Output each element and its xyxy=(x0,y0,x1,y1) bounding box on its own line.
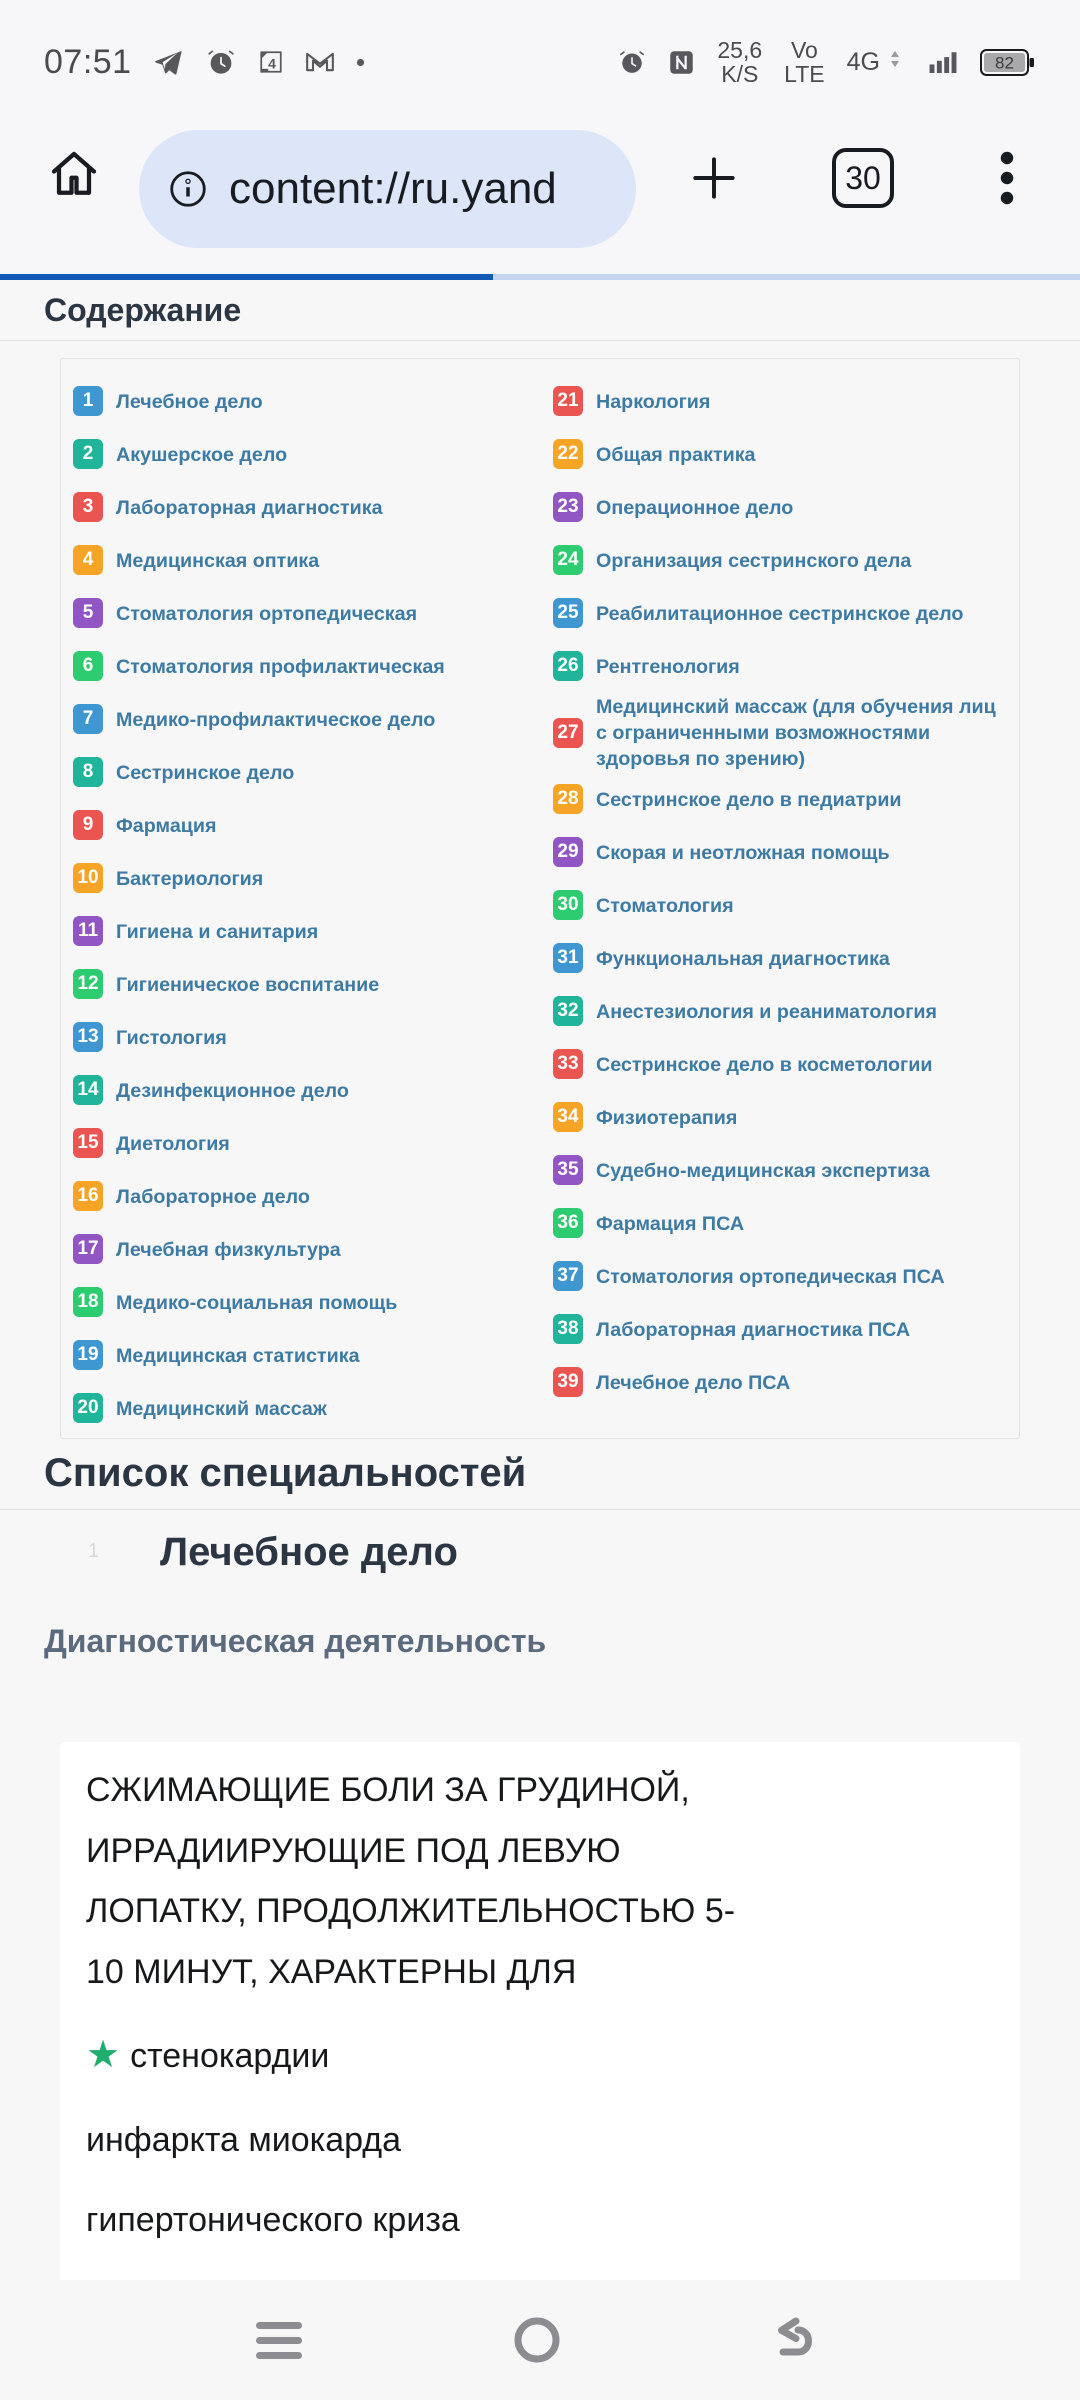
svg-text:82: 82 xyxy=(995,53,1014,72)
svg-text:4: 4 xyxy=(268,56,276,72)
